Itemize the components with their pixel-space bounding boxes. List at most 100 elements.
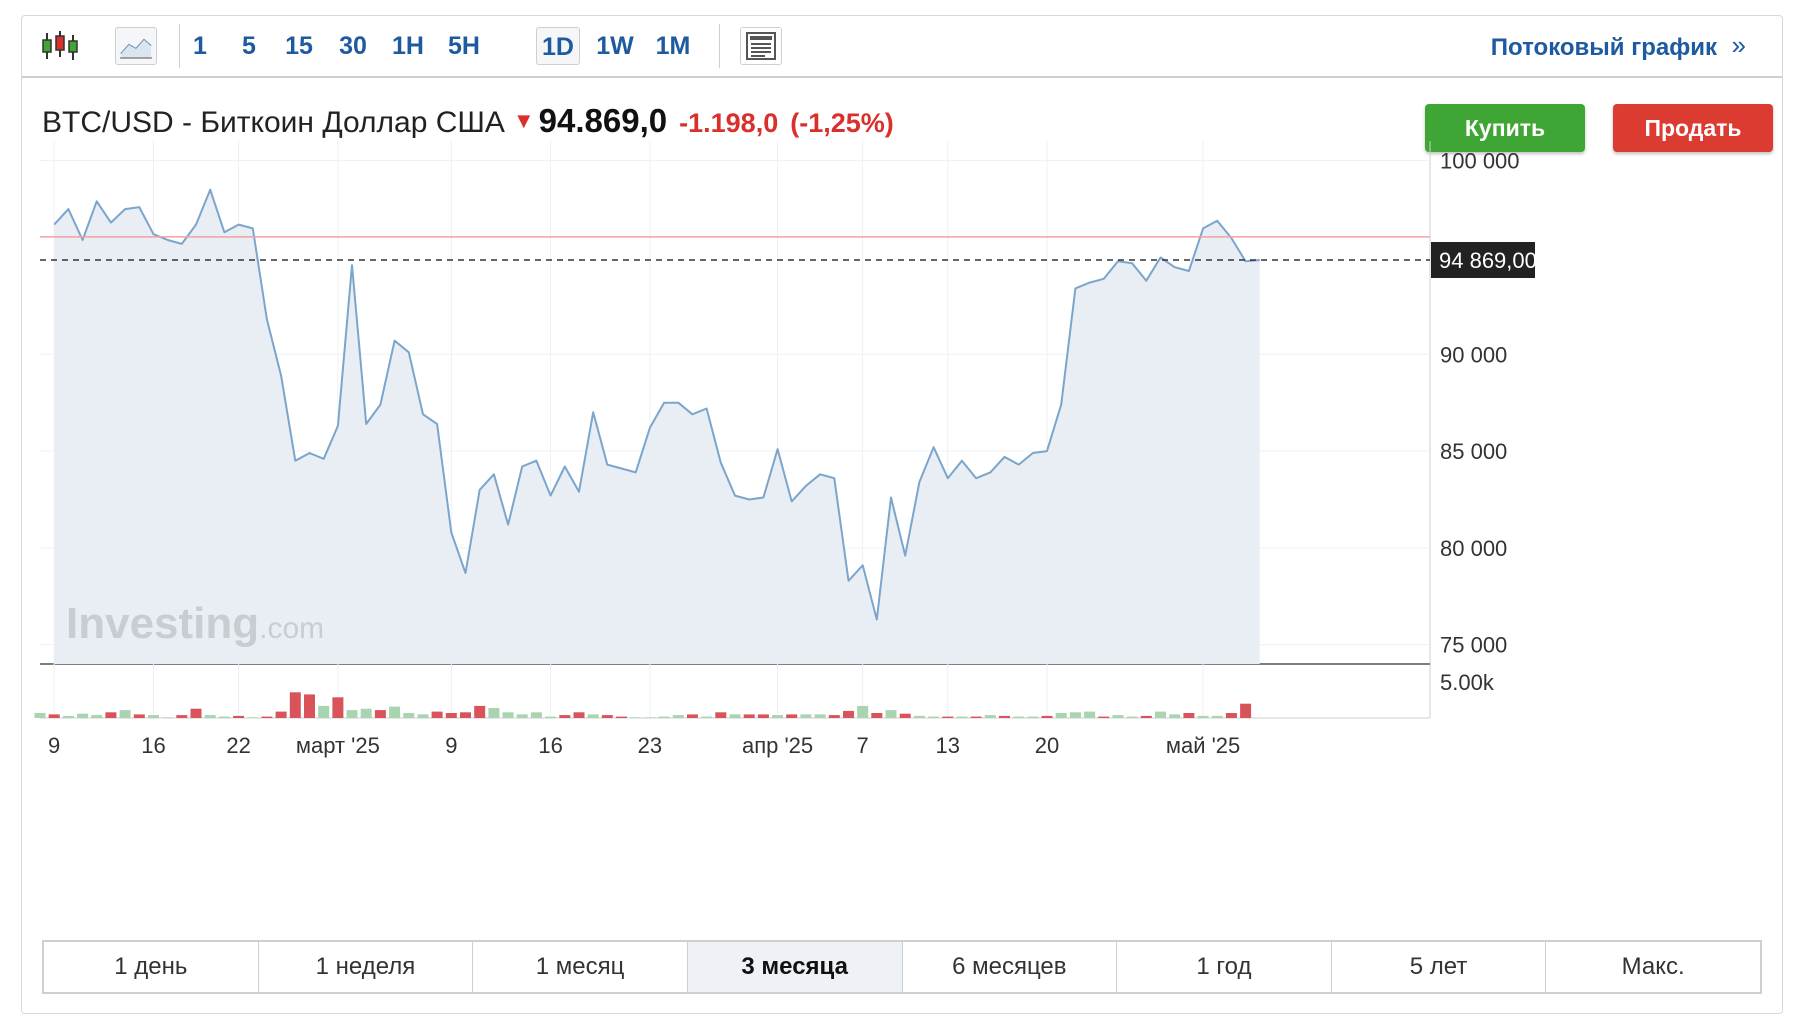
volume-bar — [729, 714, 741, 718]
volume-bar — [1169, 714, 1181, 718]
volume-bar — [800, 714, 812, 718]
timeframe-1w[interactable]: 1W — [596, 32, 634, 60]
volume-bar — [1084, 711, 1096, 718]
volume-bar — [616, 716, 627, 718]
volume-bar — [360, 708, 372, 718]
timeframe-1[interactable]: 1 — [193, 32, 207, 60]
volume-bar — [91, 715, 103, 718]
volume-bar — [374, 710, 386, 718]
volume-bar — [1069, 712, 1081, 718]
volume-bar — [304, 694, 315, 718]
x-tick-label: май '25 — [1166, 733, 1240, 758]
price-chart[interactable]: 100 000 90 000 85 000 80 000 75 000 94 869,00… — [22, 16, 1782, 921]
volume-bar — [970, 716, 982, 718]
price-line — [53, 188, 1260, 621]
x-tick-label: 7 — [857, 733, 869, 758]
volume-bar — [133, 714, 145, 718]
range-1-year[interactable]: 1 год — [1117, 942, 1332, 992]
x-tick-label: апр '25 — [742, 733, 813, 758]
range-1-month[interactable]: 1 месяц — [473, 942, 688, 992]
news-panel-icon[interactable] — [740, 27, 782, 65]
y-tick-label: 80 000 — [1440, 536, 1507, 561]
volume-bar — [828, 715, 840, 718]
volume-bar — [1197, 715, 1209, 718]
volume-bar — [871, 713, 883, 718]
toolbar-separator — [179, 24, 180, 68]
volume-bar — [743, 714, 755, 718]
watermark-brand: Investing — [66, 599, 259, 648]
volume-bar — [630, 717, 642, 718]
timeframe-1m[interactable]: 1M — [655, 32, 691, 60]
volume-bar — [757, 714, 769, 718]
volume-bar — [1140, 715, 1152, 718]
volume-bar — [1027, 716, 1039, 718]
range-3-months[interactable]: 3 месяца — [687, 942, 903, 992]
volume-bar — [48, 714, 60, 718]
x-tick-label: 16 — [141, 733, 165, 758]
volume-bar — [275, 711, 287, 718]
last-price: 94.869,0 — [538, 102, 668, 139]
volume-bar — [247, 717, 259, 718]
stream-chart-link[interactable]: Потоковый график — [1490, 34, 1717, 61]
volume-bar — [474, 705, 486, 718]
range-6-months[interactable]: 6 месяцев — [903, 942, 1118, 992]
timeframe-1h[interactable]: 1H — [392, 32, 424, 60]
volume-bar — [1183, 713, 1195, 718]
volume-bar — [318, 705, 330, 718]
volume-bar — [218, 716, 230, 718]
timeframe-30[interactable]: 30 — [339, 32, 367, 60]
y-tick-label: 90 000 — [1440, 342, 1507, 367]
volume-bar — [701, 716, 713, 718]
volume-bar — [814, 714, 826, 718]
range-5-years[interactable]: 5 лет — [1332, 942, 1547, 992]
timeframe-1d[interactable]: 1D — [536, 27, 580, 65]
current-price-badge — [1431, 242, 1535, 279]
volume-bar — [148, 715, 159, 718]
volume-bar — [516, 714, 528, 718]
volume-bar — [261, 716, 273, 718]
volume-bar — [530, 712, 542, 718]
x-tick-label: 16 — [538, 733, 562, 758]
volume-bar — [601, 715, 613, 718]
chart-widget: 1 5 15 30 1H 5H 1D 1W 1M Потоковый графи… — [21, 15, 1783, 1014]
range-max[interactable]: Макс. — [1621, 953, 1685, 980]
range-1-week[interactable]: 1 неделя — [259, 942, 474, 992]
volume-bar — [1013, 716, 1025, 718]
volume-bar — [1055, 713, 1067, 718]
volume-bar — [573, 712, 585, 718]
double-chevron-right-icon: » — [1731, 30, 1746, 60]
range-selector: 1 день 1 неделя 1 месяц 3 месяца 6 месяц… — [42, 940, 1762, 994]
volume-axis-label: 5.00k — [1440, 670, 1495, 695]
volume-bar — [34, 713, 46, 718]
volume-bar — [289, 692, 301, 718]
buy-button[interactable]: Купить — [1425, 104, 1585, 152]
candlestick-icon[interactable] — [40, 27, 80, 65]
volume-bar — [105, 712, 117, 718]
instrument-title: BTC/USD - Биткоин Доллар США — [42, 106, 505, 139]
timeframe-5h[interactable]: 5H — [448, 32, 480, 60]
volume-bar — [786, 714, 798, 718]
sell-button[interactable]: Продать — [1613, 104, 1773, 152]
line-chart-icon[interactable] — [115, 27, 157, 65]
volume-bar — [999, 715, 1010, 718]
volume-bar — [913, 715, 925, 718]
volume-bar — [658, 716, 670, 718]
timeframe-5[interactable]: 5 — [242, 32, 256, 60]
volume-bar — [431, 711, 443, 718]
y-tick-label: 85 000 — [1440, 439, 1507, 464]
volume-bar — [715, 712, 727, 718]
x-tick-label: 9 — [445, 733, 457, 758]
volume-bar — [885, 710, 897, 718]
price-change-percent: (-1,25%) — [790, 108, 894, 138]
volume-bar — [1098, 716, 1110, 718]
current-price-label: 94 869,00 — [1439, 248, 1537, 273]
volume-bar — [956, 716, 968, 718]
arrow-down-icon: ▼ — [512, 108, 535, 133]
volume-bar — [899, 713, 911, 718]
x-tick-label: 9 — [48, 733, 60, 758]
volume-bar — [417, 714, 429, 718]
timeframe-15[interactable]: 15 — [285, 32, 313, 60]
volume-bar — [545, 716, 557, 718]
range-1-day[interactable]: 1 день — [44, 942, 259, 992]
volume-bar — [403, 713, 415, 718]
